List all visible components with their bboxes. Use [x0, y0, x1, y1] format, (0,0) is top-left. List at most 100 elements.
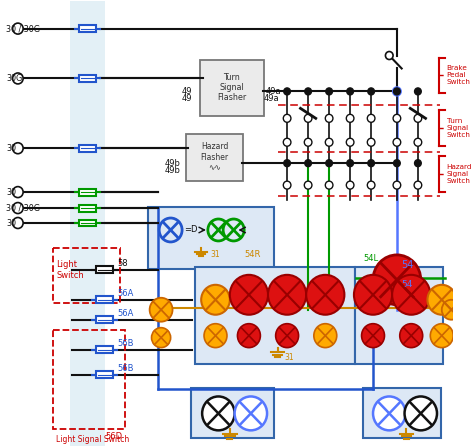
Circle shape	[237, 324, 260, 348]
FancyBboxPatch shape	[355, 267, 443, 363]
Text: Turn
Signal
Switch: Turn Signal Switch	[447, 118, 470, 138]
Text: Brake
Pedal
Switch: Brake Pedal Switch	[447, 65, 470, 85]
Circle shape	[392, 87, 401, 96]
Circle shape	[276, 324, 299, 348]
Bar	[79, 25, 96, 32]
Circle shape	[13, 202, 23, 214]
Circle shape	[325, 114, 333, 122]
Text: 58: 58	[117, 259, 128, 268]
Text: 30 / 30G: 30 / 30G	[7, 24, 40, 33]
Circle shape	[159, 218, 182, 242]
Circle shape	[325, 138, 333, 146]
Circle shape	[346, 138, 354, 146]
Circle shape	[268, 275, 306, 315]
Bar	[79, 189, 96, 196]
Circle shape	[367, 138, 375, 146]
Bar	[79, 75, 96, 82]
Text: 49a: 49a	[263, 94, 279, 103]
Circle shape	[13, 23, 23, 34]
Circle shape	[442, 300, 461, 320]
Circle shape	[283, 114, 291, 122]
Text: =D: =D	[184, 225, 198, 235]
Text: Light Signal Switch: Light Signal Switch	[56, 435, 129, 444]
Circle shape	[325, 181, 333, 189]
Circle shape	[400, 324, 423, 348]
Text: Turn
Signal
Flasher: Turn Signal Flasher	[217, 72, 246, 102]
Text: 30: 30	[7, 188, 17, 197]
Circle shape	[314, 324, 337, 348]
Text: Hazard
Signal
Switch: Hazard Signal Switch	[447, 164, 472, 184]
Text: 56B: 56B	[117, 364, 134, 373]
Text: 56D: 56D	[106, 432, 123, 441]
FancyBboxPatch shape	[195, 267, 355, 363]
Circle shape	[393, 181, 401, 189]
Bar	[96, 346, 113, 353]
Text: 30G: 30G	[7, 74, 23, 83]
Circle shape	[393, 138, 401, 146]
Circle shape	[305, 160, 311, 167]
Circle shape	[208, 219, 229, 241]
Circle shape	[13, 218, 23, 228]
Circle shape	[430, 324, 453, 348]
Circle shape	[202, 396, 235, 430]
Circle shape	[283, 138, 291, 146]
Text: 49b: 49b	[164, 166, 180, 175]
Text: 54L: 54L	[364, 254, 379, 263]
Text: Light
Switch: Light Switch	[56, 260, 84, 279]
Text: 30: 30	[7, 144, 17, 153]
Circle shape	[13, 143, 23, 154]
Circle shape	[284, 88, 291, 95]
Circle shape	[373, 255, 421, 305]
Circle shape	[368, 88, 374, 95]
Circle shape	[354, 275, 392, 315]
Text: 54R: 54R	[244, 250, 261, 259]
Bar	[79, 219, 96, 227]
Text: 49: 49	[181, 87, 191, 96]
Circle shape	[415, 88, 421, 95]
Text: 30: 30	[7, 219, 17, 228]
Circle shape	[393, 88, 400, 95]
Circle shape	[204, 324, 227, 348]
Circle shape	[392, 275, 430, 315]
Bar	[96, 296, 113, 303]
Text: 30 / 30G: 30 / 30G	[7, 203, 40, 212]
Circle shape	[414, 181, 422, 189]
Text: 49b: 49b	[164, 159, 180, 168]
Circle shape	[368, 160, 374, 167]
Text: 31: 31	[284, 353, 294, 362]
FancyBboxPatch shape	[186, 134, 243, 181]
Text: 56A: 56A	[117, 309, 134, 318]
Circle shape	[150, 298, 173, 322]
Circle shape	[230, 275, 268, 315]
Bar	[70, 1, 105, 446]
Text: 56B: 56B	[117, 339, 134, 348]
FancyBboxPatch shape	[148, 207, 274, 269]
Circle shape	[346, 181, 354, 189]
Text: 31: 31	[211, 250, 220, 259]
Circle shape	[13, 73, 23, 84]
Text: Hazard
Flasher
∿∿: Hazard Flasher ∿∿	[201, 142, 228, 172]
Text: 54: 54	[401, 260, 414, 270]
Bar	[79, 205, 96, 211]
Circle shape	[13, 186, 23, 198]
FancyBboxPatch shape	[200, 59, 264, 116]
Circle shape	[414, 114, 422, 122]
Bar	[96, 316, 113, 323]
Circle shape	[393, 160, 400, 167]
Circle shape	[283, 181, 291, 189]
Circle shape	[305, 88, 311, 95]
Circle shape	[284, 160, 291, 167]
Bar	[53, 248, 120, 303]
Circle shape	[306, 275, 345, 315]
Circle shape	[346, 114, 354, 122]
Circle shape	[304, 138, 312, 146]
Circle shape	[428, 285, 456, 315]
Circle shape	[404, 396, 437, 430]
Text: 54: 54	[401, 280, 413, 289]
Circle shape	[367, 114, 375, 122]
Circle shape	[393, 114, 401, 122]
Circle shape	[385, 51, 393, 59]
FancyBboxPatch shape	[363, 388, 441, 439]
Circle shape	[347, 88, 354, 95]
Text: 49: 49	[181, 94, 191, 103]
